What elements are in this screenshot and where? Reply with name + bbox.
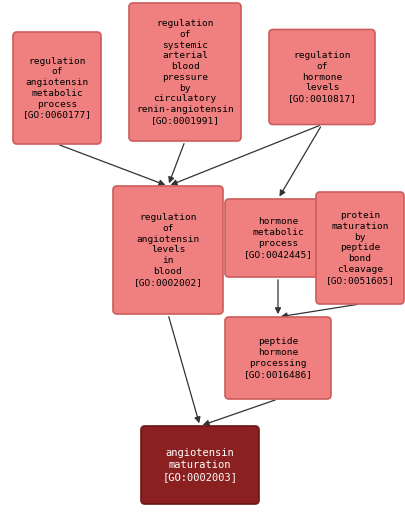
Text: regulation
of
angiotensin
metabolic
process
[GO:0060177]: regulation of angiotensin metabolic proc… xyxy=(23,57,92,119)
FancyBboxPatch shape xyxy=(316,192,404,304)
FancyBboxPatch shape xyxy=(113,186,223,314)
FancyBboxPatch shape xyxy=(141,426,259,504)
FancyBboxPatch shape xyxy=(269,29,375,125)
FancyBboxPatch shape xyxy=(225,199,331,277)
FancyBboxPatch shape xyxy=(13,32,101,144)
Text: protein
maturation
by
peptide
bond
cleavage
[GO:0051605]: protein maturation by peptide bond cleav… xyxy=(326,211,394,285)
Text: regulation
of
angiotensin
levels
in
blood
[GO:0002002]: regulation of angiotensin levels in bloo… xyxy=(134,213,202,287)
Text: hormone
metabolic
process
[GO:0042445]: hormone metabolic process [GO:0042445] xyxy=(243,217,313,258)
FancyBboxPatch shape xyxy=(225,317,331,399)
Text: peptide
hormone
processing
[GO:0016486]: peptide hormone processing [GO:0016486] xyxy=(243,338,313,378)
Text: regulation
of
hormone
levels
[GO:0010817]: regulation of hormone levels [GO:0010817… xyxy=(288,51,356,103)
Text: regulation
of
systemic
arterial
blood
pressure
by
circulatory
renin-angiotensin
: regulation of systemic arterial blood pr… xyxy=(136,19,234,125)
Text: angiotensin
maturation
[GO:0002003]: angiotensin maturation [GO:0002003] xyxy=(162,448,237,482)
FancyBboxPatch shape xyxy=(129,3,241,141)
